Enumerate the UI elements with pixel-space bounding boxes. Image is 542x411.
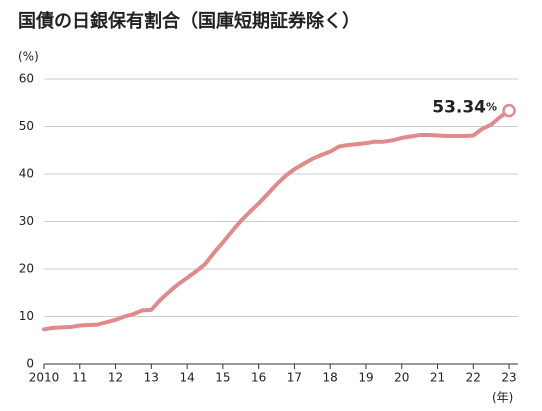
data-line [42,108,512,332]
x-tick-label: 16 [251,371,266,385]
y-axis-label: (%) [18,50,39,64]
y-tick-label: 10 [19,309,34,323]
x-tick-label: 20 [394,371,409,385]
x-tick-label: 22 [466,371,481,385]
y-tick-label: 50 [19,119,34,133]
x-tick-label: 11 [72,371,87,385]
x-tick-label: 14 [179,371,194,385]
y-tick-label: 30 [19,214,34,228]
y-tick-label: 40 [19,167,34,181]
y-tick-label: 60 [19,72,34,86]
x-tick-label: 18 [323,371,338,385]
end-label-value: 53.34 [432,98,486,118]
x-tick-label: 23 [501,371,516,385]
end-point [502,103,516,118]
x-tick-label: 15 [215,371,230,385]
end-label: 53.34% [432,98,497,118]
end-label-unit: % [486,101,497,114]
x-tick-label: 19 [358,371,373,385]
x-tick-label: 2010 [29,371,60,385]
x-tick-label: 12 [108,371,123,385]
x-tick-label: 13 [144,371,159,385]
x-tick-label: 21 [430,371,445,385]
y-tick-label: 0 [26,357,34,371]
x-tick-label: 17 [287,371,302,385]
y-tick-label: 20 [19,262,34,276]
chart-title: 国債の日銀保有割合（国庫短期証券除く） [18,10,360,32]
x-axis-label: (年) [492,391,513,405]
